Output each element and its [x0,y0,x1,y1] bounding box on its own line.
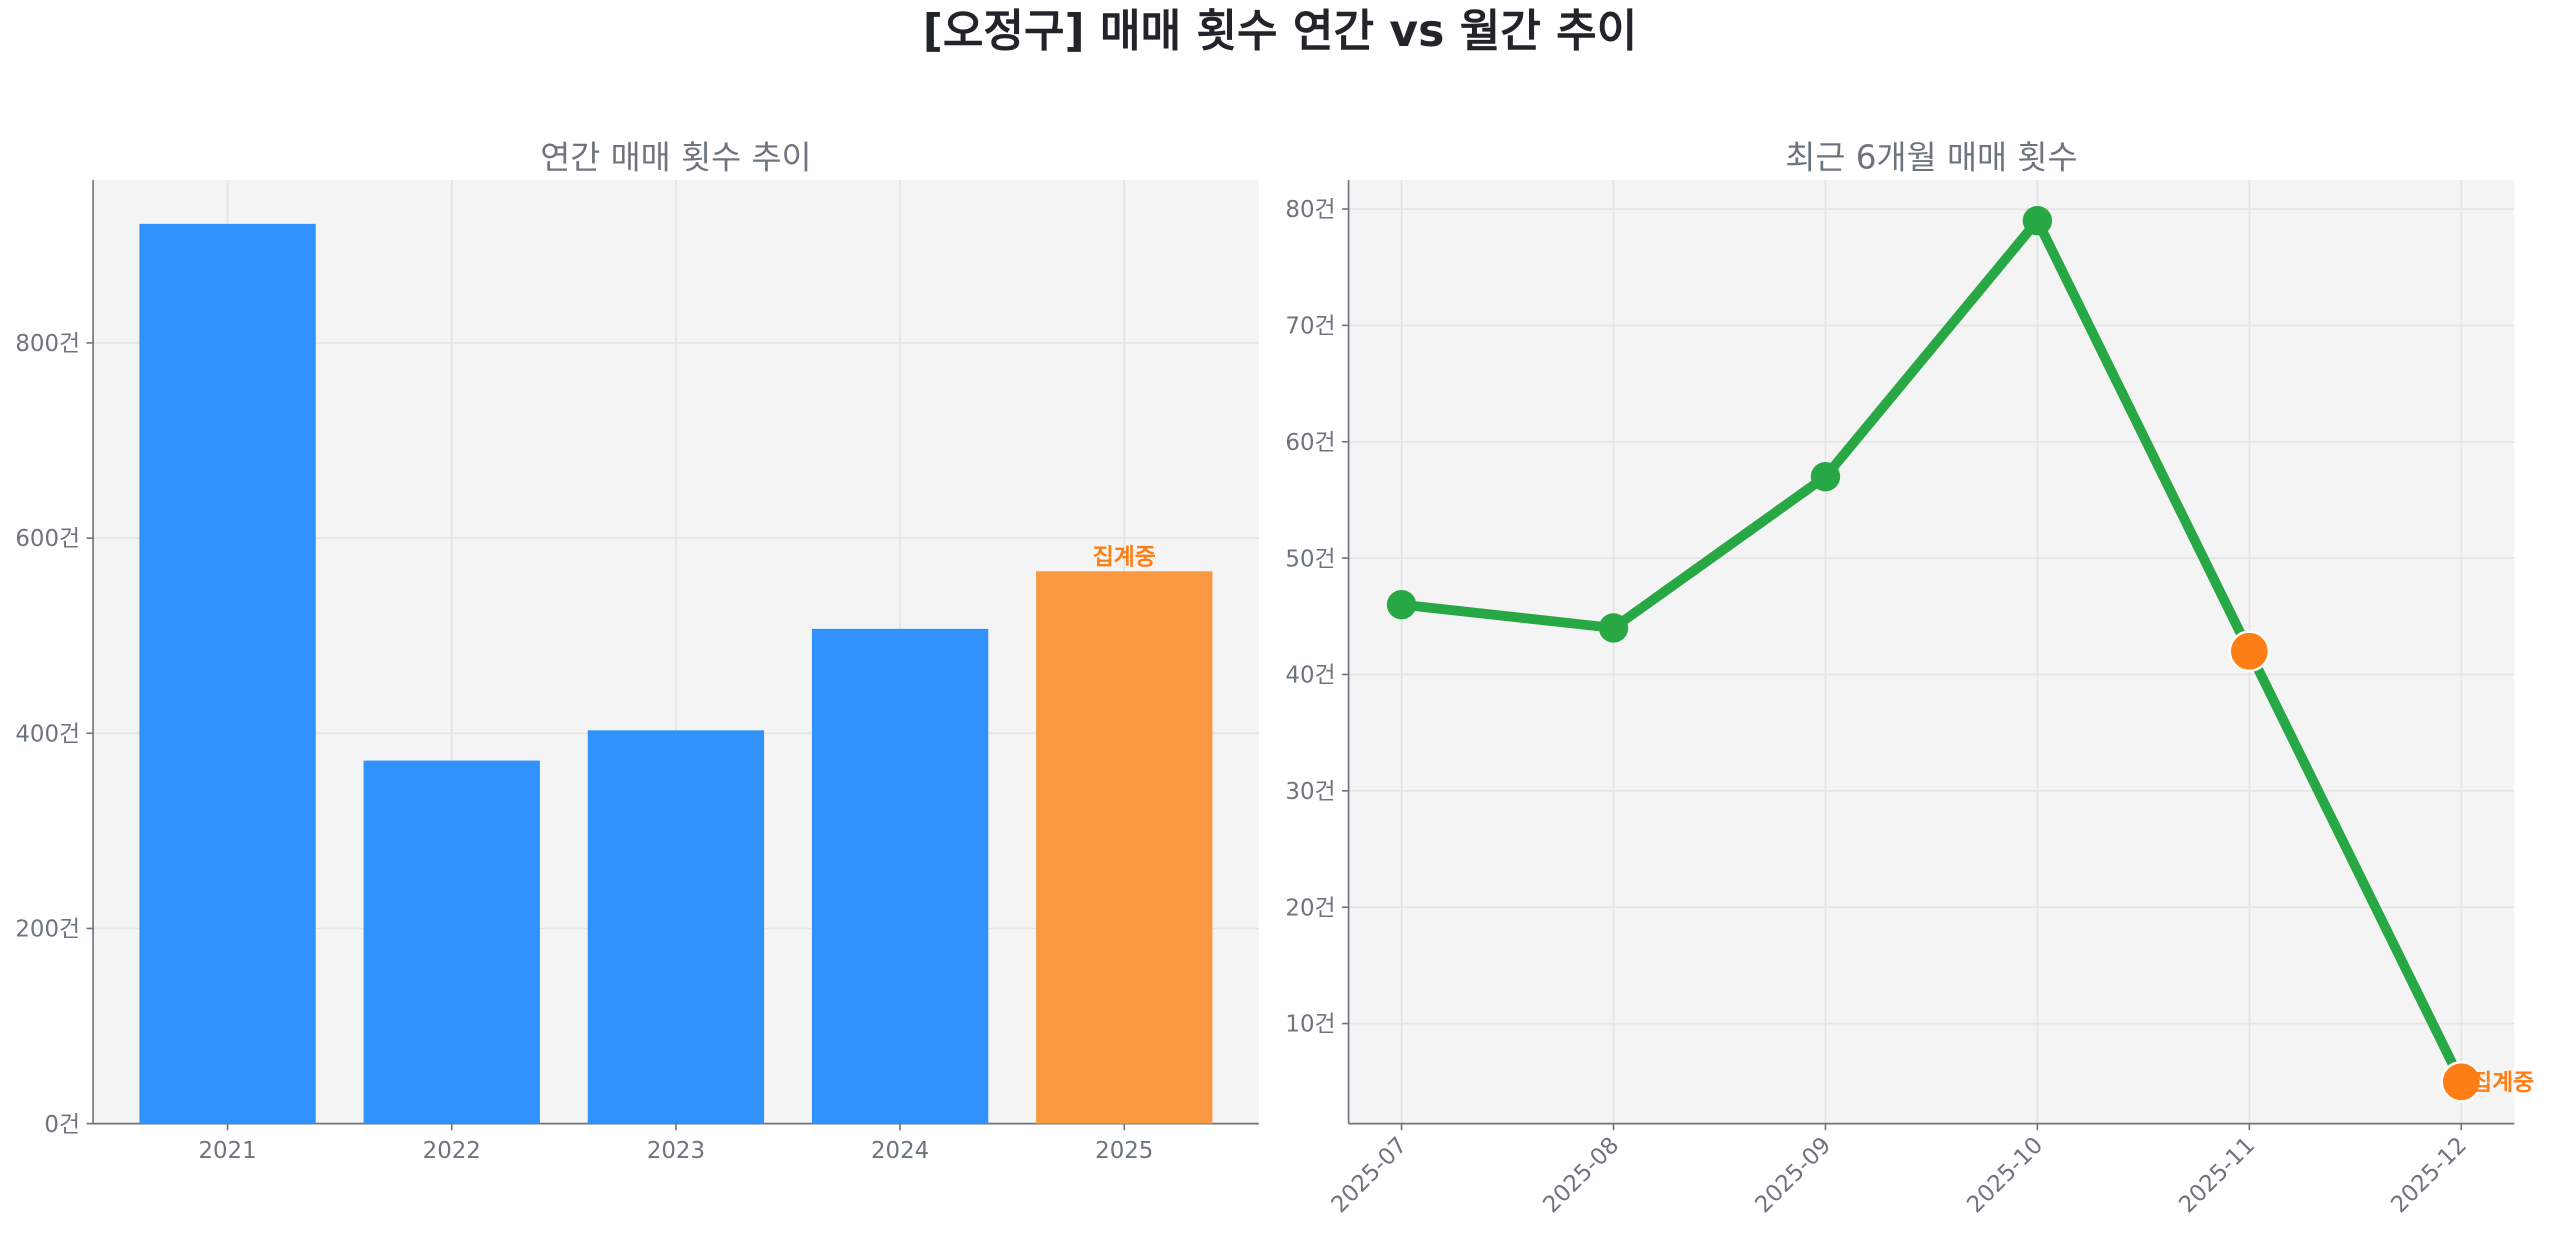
x-tick-label: 2025-08 [1538,1132,1624,1218]
y-tick-label: 10건 [1285,1012,1335,1038]
annotation-label: 집계중 [2471,1070,2534,1096]
y-tick-label: 200건 [15,917,80,943]
subplot-title: 최근 6개월 매매 횟수 [1785,139,2077,177]
plot-area [1348,179,2515,1124]
y-tick-label: 20건 [1285,895,1335,921]
bar-2023 [587,730,765,1124]
monthly-line-chart: 10건 20건 30건 40건 50건 60건 70건 80건 2025-07 2025-08 20… [1285,139,2534,1219]
bar-2025 [1036,571,1213,1124]
x-tick-label: 2025-10 [1962,1132,2048,1218]
y-tick-label: 60건 [1285,430,1335,456]
series-line [1401,215,2466,1084]
bar-2022 [363,760,540,1124]
y-tick-label: 50건 [1285,546,1335,572]
highlight-point-2025-12 [2440,1060,2483,1103]
y-tick-label: 800건 [15,331,80,357]
x-tick-label: 2025-07 [1326,1132,1412,1218]
data-point-2025-09 [1810,461,1841,492]
x-tick-label: 2025-12 [2386,1132,2472,1218]
annotation-label: 집계중 [1093,545,1156,571]
bar-2024 [811,628,989,1124]
data-point-2025-08 [1598,613,1629,643]
subplot-title: 연간 매매 횟수 추이 [540,139,811,177]
highlight-point-2025-11 [2228,630,2271,673]
y-tick-label: 30건 [1285,779,1335,805]
y-tick-label: 40건 [1285,663,1335,689]
bar-2021 [139,223,316,1124]
y-tick-label: 0건 [44,1112,80,1138]
x-tick-label: 2025-09 [1750,1132,1836,1218]
x-tick-label: 2023 [647,1138,705,1164]
data-point-2025-10 [2022,205,2053,236]
x-tick-label: 2022 [423,1138,481,1164]
y-tick-label: 80건 [1285,197,1335,223]
y-tick-label: 400건 [15,721,80,747]
figure-title: [오정구] 매매 횟수 연간 vs 월간 추이 [923,6,1638,57]
x-tick-label: 2024 [871,1138,929,1164]
annual-bar-chart: 0건 200건 400건 600건 800건 2021 2022 2023 2024 2025 연간… [15,139,1259,1164]
data-point-2025-07 [1386,589,1417,620]
x-tick-label: 2025-11 [2174,1132,2260,1218]
y-tick-label: 70건 [1285,314,1335,340]
x-tick-label: 2025 [1095,1138,1153,1164]
x-tick-label: 2021 [198,1138,256,1164]
y-tick-label: 600건 [15,526,80,552]
